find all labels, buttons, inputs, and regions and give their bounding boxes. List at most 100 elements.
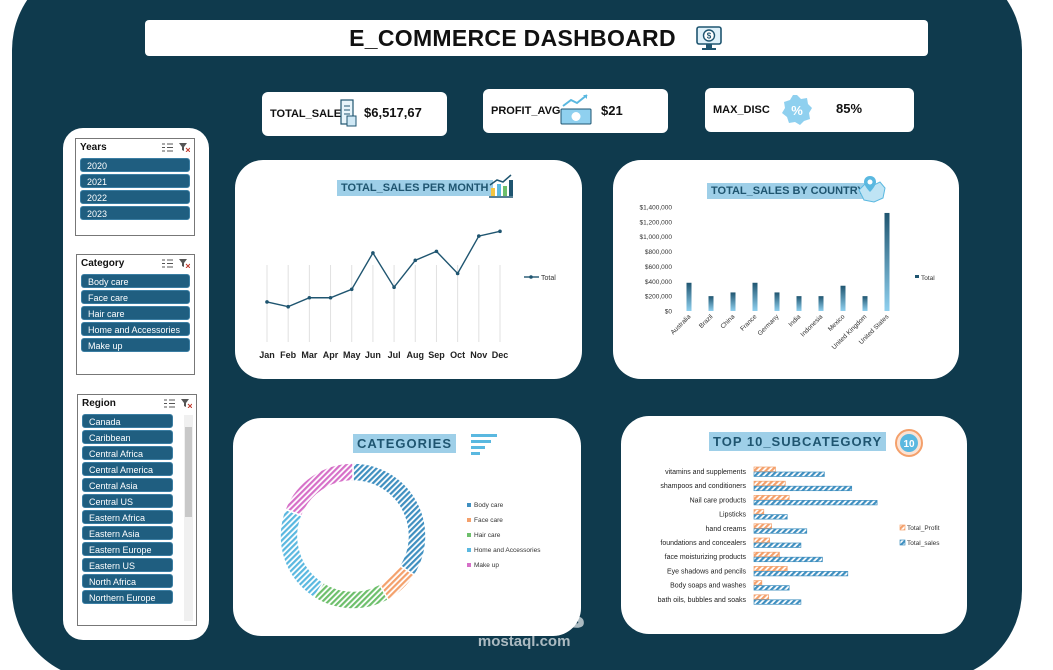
- top10-badge-text: 10: [903, 439, 915, 450]
- y-tick-label: Lipsticks: [719, 512, 746, 519]
- bar-germany: [774, 292, 780, 311]
- x-tick-label: India: [787, 313, 802, 328]
- card-top10-subcategory: TOP 10_SUBCATEGORY 10 vitamins and suppl…: [621, 416, 967, 634]
- slicer-item-2020[interactable]: 2020: [80, 158, 190, 172]
- y-tick-label: face moisturizing products: [665, 554, 747, 561]
- slicer-item-canada[interactable]: Canada: [82, 414, 173, 428]
- x-tick-label: Mexico: [827, 313, 847, 333]
- receipt-icon: [340, 99, 357, 127]
- slicer-item-eastern-africa[interactable]: Eastern Africa: [82, 510, 173, 524]
- x-tick-label: Jul: [388, 350, 401, 360]
- bar-sales: [753, 599, 802, 605]
- discount-badge-icon: %: [782, 95, 812, 125]
- data-point: [307, 295, 312, 300]
- chart-title-sales-country: TOTAL_SALES BY COUNTRY: [707, 183, 869, 199]
- bar-profit: [753, 580, 763, 586]
- slicer-item-eastern-asia[interactable]: Eastern Asia: [82, 526, 173, 540]
- y-tick-label: $600,000: [645, 264, 672, 271]
- slicer-region: Region Canada Caribbean Central Africa C…: [77, 394, 197, 626]
- x-tick-label: Dec: [492, 350, 509, 360]
- bar-chart-icon: [489, 174, 513, 198]
- slicer-item-central-asia[interactable]: Central Asia: [82, 478, 173, 492]
- bar-united-kingdom: [862, 296, 868, 311]
- multi-select-icon[interactable]: [164, 399, 175, 408]
- data-point: [413, 258, 418, 263]
- slicer-item-eastern-us[interactable]: Eastern US: [82, 558, 173, 572]
- bar-sales: [753, 542, 802, 548]
- x-tick-label: France: [739, 313, 759, 333]
- data-point: [392, 285, 396, 289]
- clear-filter-icon[interactable]: [181, 399, 192, 408]
- kpi-profit-avg-label: PROFIT_AVG: [491, 105, 561, 117]
- slicer-item-caribbean[interactable]: Caribbean: [82, 430, 173, 444]
- slicer-item-central-africa[interactable]: Central Africa: [82, 446, 173, 460]
- bar-sales: [753, 514, 788, 520]
- slicer-item-hair-care[interactable]: Hair care: [81, 306, 190, 320]
- y-tick-label: $800,000: [645, 249, 672, 256]
- y-tick-label: $200,000: [645, 294, 672, 301]
- chart-title-top10: TOP 10_SUBCATEGORY: [709, 432, 887, 451]
- x-tick-label: Indonesia: [800, 313, 825, 338]
- data-point: [286, 304, 290, 309]
- y-tick-label: Eye shadows and pencils: [667, 568, 746, 575]
- x-tick-label: Oct: [450, 350, 465, 360]
- country-bar-chart: $0 $200,000 $400,000 $600,000 $800,000 $1,000…: [639, 205, 935, 352]
- slicer-item-face-care[interactable]: Face care: [81, 290, 190, 304]
- map-pin-icon: [858, 176, 886, 203]
- x-tick-label: China: [719, 313, 736, 330]
- slice-home-and-accessories: [279, 508, 325, 599]
- legend-swatch: [467, 503, 471, 507]
- bar-profit: [753, 466, 776, 472]
- x-tick-label: Sep: [428, 350, 445, 360]
- kpi-total-sales: TOTAL_SALES $6,517,67: [262, 92, 447, 136]
- slicer-item-home-accessories[interactable]: Home and Accessories: [81, 322, 190, 336]
- slicer-item-body-care[interactable]: Body care: [81, 274, 190, 288]
- slicer-item-make-up[interactable]: Make up: [81, 338, 190, 352]
- chart-title-categories: CATEGORIES: [353, 434, 456, 453]
- slicer-item-northern-europe[interactable]: Northern Europe: [82, 590, 173, 604]
- categories-donut-chart: Body care Face care Hair care Home and Acce…: [279, 462, 541, 610]
- page-title: E_COMMERCE DASHBOARD: [349, 24, 676, 51]
- clear-filter-icon[interactable]: [179, 143, 190, 152]
- watermark: مستقل mostaql.com: [462, 598, 586, 650]
- slicer-item-2023[interactable]: 2023: [80, 206, 190, 220]
- slicer-item-eastern-europe[interactable]: Eastern Europe: [82, 542, 173, 556]
- slicer-item-2021[interactable]: 2021: [80, 174, 190, 188]
- region-scrollbar[interactable]: [184, 415, 193, 621]
- data-point: [328, 295, 333, 300]
- series-line-total: [266, 230, 501, 308]
- x-tick-label: Apr: [323, 350, 339, 360]
- data-point: [349, 287, 354, 292]
- bar-profit: [753, 495, 790, 501]
- multi-select-icon[interactable]: [162, 143, 173, 152]
- slicer-years-title: Years: [80, 142, 107, 153]
- data-point: [455, 271, 460, 276]
- multi-select-icon[interactable]: [162, 259, 173, 268]
- legend-label: Make up: [474, 562, 499, 569]
- slicer-item-central-us[interactable]: Central US: [82, 494, 173, 508]
- slicer-item-central-america[interactable]: Central America: [82, 462, 173, 476]
- x-tick-label: Mar: [301, 350, 318, 360]
- data-point: [477, 234, 481, 238]
- slicer-item-2022[interactable]: 2022: [80, 190, 190, 204]
- bar-indonesia: [818, 296, 824, 311]
- y-tick-label: $1,200,000: [639, 219, 672, 226]
- bar-sales: [753, 528, 808, 534]
- svg-text:%: %: [791, 103, 803, 118]
- data-point: [371, 251, 375, 255]
- region-scroll-thumb[interactable]: [185, 427, 192, 517]
- bar-china: [730, 292, 736, 311]
- bar-profit: [753, 509, 765, 515]
- list-bars-icon: [471, 434, 497, 455]
- bar-united-states: [884, 212, 890, 311]
- y-tick-label: $0: [665, 309, 673, 316]
- kpi-total-sales-value: $6,517,67: [364, 105, 422, 120]
- slicer-item-north-africa[interactable]: North Africa: [82, 574, 173, 588]
- title-bar: E_COMMERCE DASHBOARD $: [145, 20, 928, 56]
- clear-filter-icon[interactable]: [179, 259, 190, 268]
- y-tick-label: shampoos and conditioners: [660, 483, 746, 490]
- slicer-category: Category Body care Face care Hair care H…: [76, 254, 195, 375]
- kpi-max-disc-value: 85%: [836, 101, 863, 116]
- bar-sales: [753, 471, 825, 477]
- slicer-region-title: Region: [82, 398, 116, 409]
